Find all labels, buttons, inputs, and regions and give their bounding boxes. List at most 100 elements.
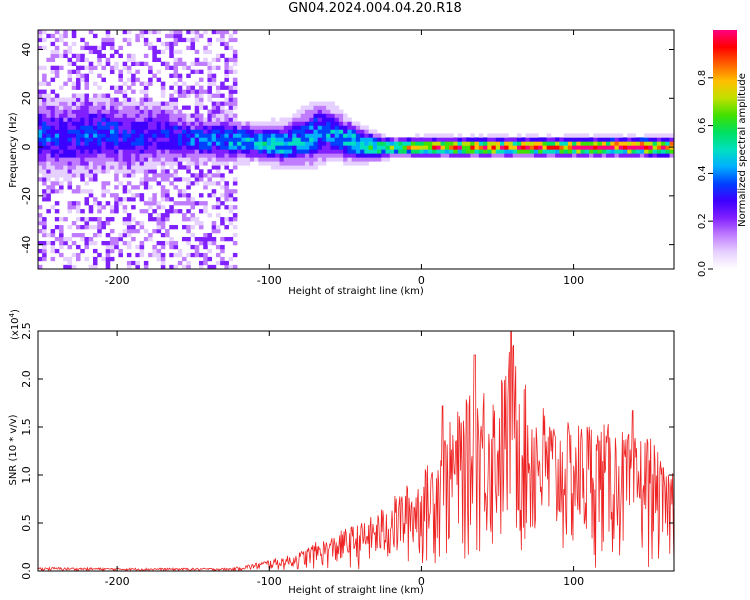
heatmap-cell	[288, 165, 293, 170]
snr-plot-area	[38, 331, 674, 571]
heatmap-cell	[275, 165, 280, 170]
heatmap-cell	[258, 121, 263, 126]
heatmap-cell	[321, 121, 327, 126]
heatmap-cell	[449, 141, 454, 146]
heatmap-cell	[241, 153, 246, 158]
heatmap-cell	[143, 201, 149, 206]
heatmap-cell	[156, 109, 162, 114]
heatmap-cell	[101, 221, 106, 226]
snr-y-tick-label: 1.0	[20, 466, 33, 484]
heatmap-cell	[597, 149, 603, 154]
heatmap-cell	[266, 161, 272, 166]
heatmap-cell	[207, 109, 212, 114]
heatmap-cell	[271, 145, 276, 150]
heatmap-cell	[38, 169, 43, 174]
heatmap-cell	[152, 121, 157, 126]
heatmap-cell	[148, 109, 153, 114]
heatmap-cell	[237, 157, 242, 162]
heatmap-cell	[105, 157, 111, 162]
heatmap-cell	[203, 117, 208, 122]
heatmap-cell	[207, 149, 212, 154]
heatmap-cell	[101, 185, 106, 190]
heatmap-cell	[139, 97, 145, 102]
heatmap-cell	[508, 149, 514, 154]
heatmap-cell	[122, 165, 128, 170]
heatmap-cell	[97, 73, 102, 78]
heatmap-cell	[186, 236, 191, 242]
heatmap-cell	[59, 157, 64, 162]
heatmap-cell	[173, 33, 179, 39]
heatmap-cell	[143, 153, 149, 158]
heatmap-cell	[372, 145, 378, 150]
heatmap-cell	[84, 109, 90, 114]
heatmap-cell	[317, 121, 323, 126]
heatmap-cell	[165, 233, 170, 238]
heatmap-cell	[105, 149, 111, 154]
heatmap-cell	[326, 121, 331, 126]
heatmap-cell	[470, 145, 475, 150]
heatmap-cell	[639, 145, 645, 150]
heatmap-cell	[228, 236, 234, 242]
heatmap-cell	[190, 85, 196, 90]
heatmap-cell	[254, 133, 259, 138]
heatmap-cell	[54, 133, 60, 138]
heatmap-cell	[76, 125, 81, 130]
heatmap-cell	[351, 133, 357, 138]
heatmap-cell	[330, 105, 335, 110]
heatmap-cell	[148, 205, 153, 210]
heatmap-cell	[415, 149, 420, 154]
heatmap-cell	[406, 137, 412, 142]
heatmap-cell	[182, 61, 187, 66]
heatmap-cell	[190, 201, 196, 206]
heatmap-cell	[165, 105, 170, 110]
heatmap-cell	[279, 153, 285, 158]
heatmap-cell	[76, 137, 81, 142]
heatmap-cell	[186, 252, 191, 258]
heatmap-cell	[186, 201, 191, 206]
heatmap-cell	[118, 69, 123, 74]
heatmap-cell	[296, 121, 302, 126]
heatmap-cell	[76, 81, 81, 86]
heatmap-cell	[533, 149, 539, 154]
heatmap-cell	[207, 248, 212, 254]
heatmap-cell	[427, 133, 433, 138]
heatmap-cell	[160, 240, 166, 246]
heatmap-cell	[271, 129, 276, 134]
heatmap-cell	[190, 125, 196, 130]
heatmap-cell	[266, 125, 272, 130]
heatmap-cell	[572, 133, 577, 138]
heatmap-cell	[525, 141, 530, 146]
heatmap-cell	[76, 169, 81, 174]
heatmap-cell	[131, 149, 136, 154]
heatmap-cell	[186, 161, 191, 166]
heatmap-cell	[258, 137, 263, 142]
heatmap-cell	[105, 97, 111, 102]
heatmap-cell	[224, 77, 229, 82]
heatmap-cell	[271, 117, 276, 122]
heatmap-cell	[309, 157, 314, 162]
heatmap-cell	[173, 169, 179, 174]
heatmap-cell	[152, 105, 157, 110]
heatmap-cell	[97, 233, 102, 238]
heatmap-cell	[148, 137, 153, 142]
heatmap-cell	[271, 157, 276, 162]
heatmap-cell	[126, 30, 132, 35]
heatmap-cell	[165, 109, 170, 114]
heatmap-cell	[198, 169, 204, 174]
heatmap-cell	[169, 145, 174, 150]
heatmap-cell	[546, 141, 552, 146]
heatmap-cell	[190, 117, 196, 122]
heatmap-cell	[143, 165, 149, 170]
heatmap-cell	[512, 137, 518, 142]
heatmap-cell	[42, 177, 47, 182]
heatmap-cell	[148, 133, 153, 138]
heatmap-cell	[610, 145, 615, 150]
heatmap-cell	[156, 133, 162, 138]
heatmap-cell	[160, 49, 166, 55]
heatmap-cell	[135, 145, 140, 150]
heatmap-cell	[215, 113, 221, 118]
heatmap-cell	[220, 125, 225, 130]
heatmap-cell	[211, 129, 217, 134]
heatmap-cell	[275, 153, 280, 158]
heatmap-cell	[92, 260, 98, 266]
